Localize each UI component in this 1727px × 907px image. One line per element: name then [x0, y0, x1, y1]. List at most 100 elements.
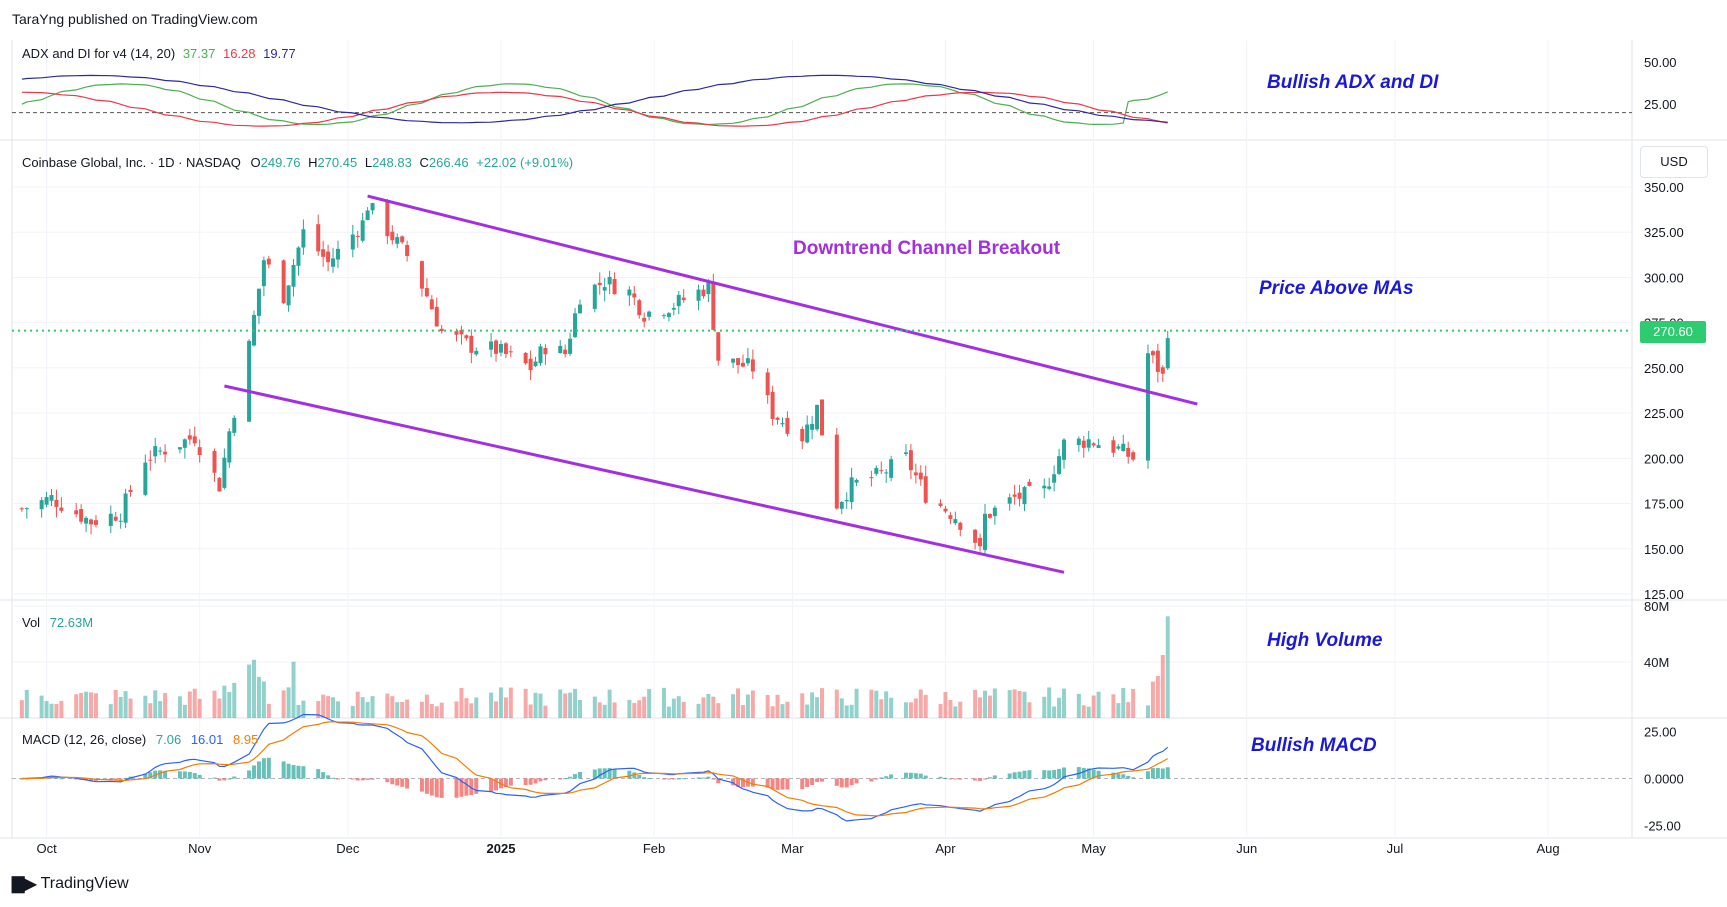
macd-legend[interactable]: MACD (12, 26, close) 7.06 16.01 8.95 [22, 732, 258, 747]
candle-body [597, 282, 602, 286]
candle-body [54, 499, 59, 507]
macd-histogram-bar [158, 770, 163, 779]
symbol-legend[interactable]: Coinbase Global, Inc. · 1D · NASDAQ O249… [22, 155, 573, 170]
open-label: O [250, 155, 261, 170]
candle-body [301, 229, 306, 248]
volume-bar [592, 696, 597, 718]
candle-body [19, 508, 24, 510]
macd-histogram-bar [350, 778, 355, 780]
volume-bar [805, 704, 810, 718]
macd-histogram-bar [1131, 777, 1136, 779]
macd-tick-label: 0.0000 [1644, 772, 1684, 787]
volume-bar [385, 693, 390, 718]
macd-histogram-bar [750, 778, 755, 787]
volume-bar [543, 705, 548, 718]
candle-body [1062, 439, 1067, 460]
volume-bar [647, 689, 652, 718]
volume-bar [266, 703, 271, 718]
candle-body [316, 224, 321, 252]
volume-bar [128, 698, 133, 718]
change-value: +22.02 (+9.01%) [476, 155, 574, 170]
macd-histogram-bar [296, 765, 301, 779]
macd-histogram-bar [775, 778, 780, 790]
candle-body [750, 359, 755, 372]
candle-body [785, 417, 790, 434]
macd-histogram-bar [1160, 768, 1165, 779]
candle-body [464, 335, 469, 339]
candle-body [918, 472, 923, 480]
adx-legend[interactable]: ADX and DI for v4 (14, 20) 37.37 16.28 1… [22, 46, 296, 61]
volume-bar [316, 701, 321, 718]
candle-body [568, 338, 573, 354]
open-value: 249.76 [260, 155, 301, 170]
candle-body [1012, 494, 1017, 497]
macd-pane [12, 713, 1632, 822]
macd-histogram-bar [992, 775, 997, 779]
macd-histogram-bar [558, 778, 563, 780]
macd-histogram-bar [987, 777, 992, 779]
macd-histogram-bar [197, 774, 202, 779]
candle-body [153, 446, 158, 457]
candle-body [370, 203, 375, 211]
volume-legend[interactable]: Vol 72.63M [22, 615, 93, 630]
candle-body [938, 503, 943, 506]
volume-bar [978, 697, 983, 718]
macd-histogram-bar [256, 761, 261, 779]
macd-histogram-bar [316, 769, 321, 779]
candle-body [335, 248, 340, 260]
volume-bar [163, 692, 168, 718]
candle-body [592, 284, 597, 309]
macd-histogram-bar [1126, 775, 1131, 779]
macd-histogram-bar [1081, 767, 1086, 779]
volume-bar [424, 694, 429, 718]
macd-histogram-bar [844, 778, 849, 788]
volume-tick-label: 40M [1644, 655, 1669, 670]
candle-body [731, 358, 736, 363]
candle-body [405, 244, 410, 257]
volume-bar [765, 695, 770, 718]
time-tick-label: Dec [336, 841, 360, 856]
volume-bar [800, 693, 805, 718]
macd-histogram-bar [903, 772, 908, 779]
candle-body [834, 434, 839, 509]
candle-body [1022, 487, 1027, 505]
tradingview-logo[interactable]: ▇▶ TradingView [12, 874, 129, 894]
macd-histogram-bar [696, 777, 701, 779]
volume-bar [869, 689, 874, 718]
macd-histogram-bar [326, 775, 331, 779]
attribution: TaraYng published on TradingView.com [12, 11, 258, 27]
macd-histogram-bar [543, 778, 548, 781]
macd-histogram-bar [736, 778, 741, 787]
volume-bar [1012, 689, 1017, 718]
adx-tick-label: 50.00 [1644, 55, 1677, 70]
candle-body [903, 452, 908, 454]
candle-body [39, 500, 44, 510]
volume-tick-label: 80M [1644, 599, 1669, 614]
volume-bar [212, 690, 217, 718]
volume-bar [247, 664, 252, 718]
macd-histogram-bar [849, 778, 854, 786]
candle-body [765, 372, 770, 396]
macd-histogram-bar [577, 771, 582, 779]
macd-title: MACD (12, 26, close) [22, 732, 147, 747]
volume-bar [973, 689, 978, 718]
volume-bar [59, 700, 64, 718]
tradingview-text: TradingView [40, 875, 129, 892]
candle-body [395, 237, 400, 244]
macd-histogram-bar [647, 778, 652, 780]
volume-bar [93, 693, 98, 718]
volume-bar [558, 689, 563, 718]
volume-bar [1155, 676, 1160, 718]
candle-body [948, 515, 953, 519]
macd-histogram-bar [19, 778, 24, 780]
candle-body [1126, 447, 1131, 457]
macd-histogram-bar [612, 769, 617, 779]
macd-histogram-bar [1042, 770, 1047, 779]
macd-histogram-bar [879, 777, 884, 779]
macd-histogram-bar [1047, 770, 1052, 779]
macd-histogram-bar [494, 778, 499, 791]
volume-bar [538, 693, 543, 718]
currency-button[interactable]: USD [1640, 146, 1708, 178]
volume-bar [439, 702, 444, 718]
candle-body [973, 529, 978, 543]
